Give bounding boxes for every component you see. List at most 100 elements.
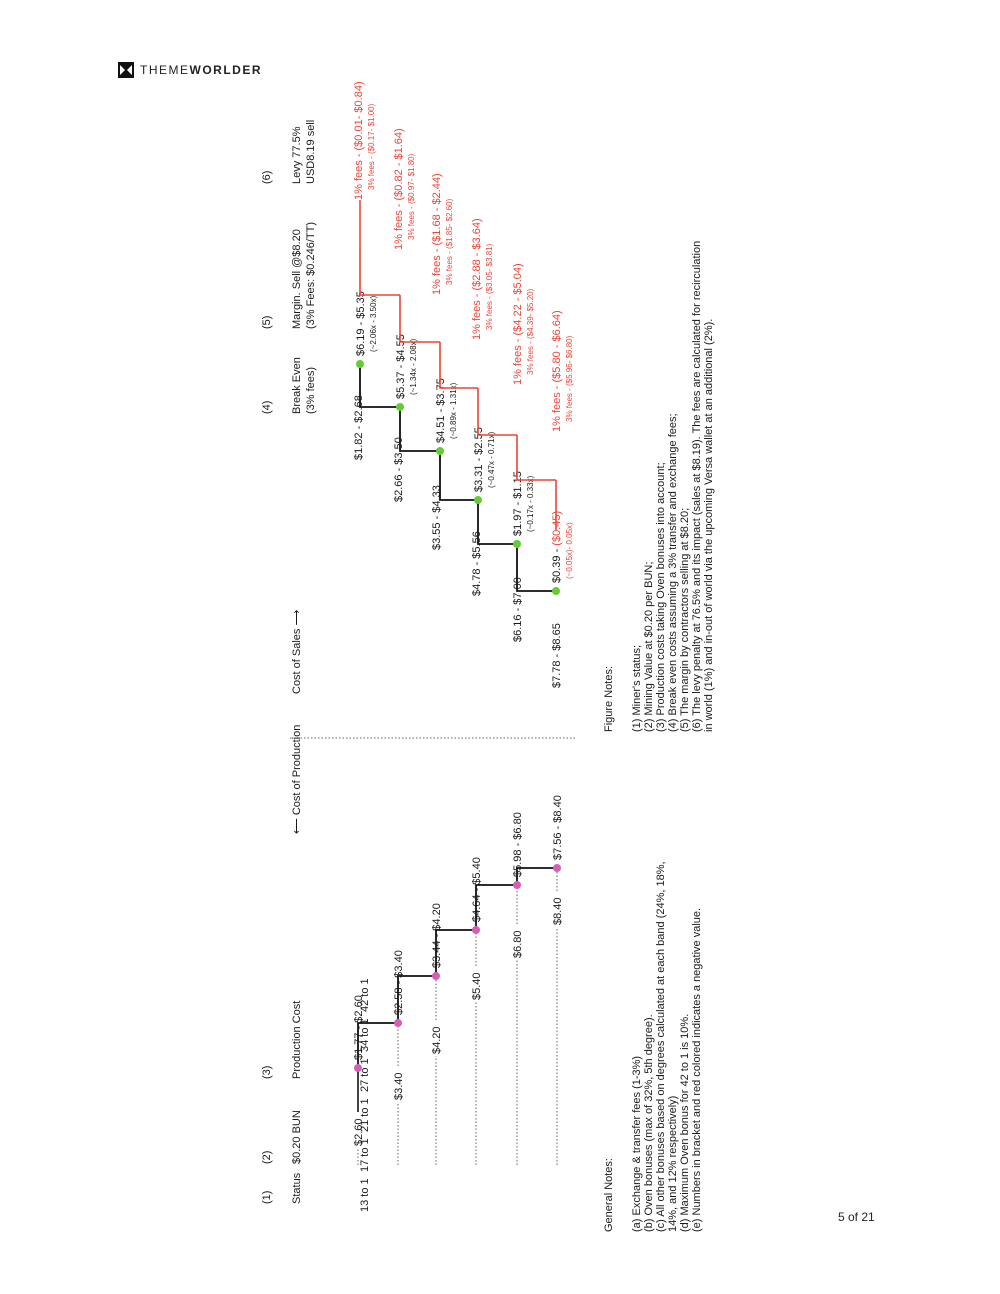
general-notes: General Notes: (a) Exchange & transfer fe… [603,861,703,1232]
column-label: (3% fees) [305,367,317,414]
status-row: 17 to 1 [359,1138,371,1172]
levy-3pct-label: 3% fees - ($1.85- $2.60) [445,198,454,285]
margin-negative: ($0.45) [551,511,563,546]
status-label: 13 to 1 [359,1178,371,1212]
production-cost-label: $5.98 - $6.80 [512,812,524,877]
margin-label: $0.39 - ($0.45) [551,511,563,583]
break-even-label: $1.82 - $2.68 [353,395,365,460]
sales-step-line [439,451,478,501]
margin-label: $3.31 - $2.55 [473,427,485,492]
production-point [553,864,561,872]
margin-point [513,540,521,548]
levy-1pct-label: 1% fees - ($1.68 - $2.44) [431,173,443,295]
column-header-6: (6) Levy 77.5% USD8.19 sell [261,120,317,184]
production-step-line [397,975,436,1023]
rotated-content: (1) Status(2) $0.20 BUN(3) Production Cost(… [261,81,715,1232]
column-header-4: (4) Break Even (3% fees) [261,357,317,414]
margin-point [474,496,482,504]
figure-note-item: (3) Production costs taking Oven bonuses… [655,462,667,732]
margin-label: $4.51 - $3.75 [435,378,447,443]
bun-value: $5.40 [471,972,483,1000]
column-label: Margin. Sell @$8.20 [291,229,303,329]
levy-step-line [359,248,400,296]
status-row: 27 to 1 [359,1058,371,1092]
notes: General Notes: (a) Exchange & transfer fe… [603,241,715,1232]
cost-of-production-label: ⟵ Cost of Production [291,725,303,834]
figure-note-item: (1) Miner's status; [631,645,643,732]
figure-note-item: (4) Break even costs assuming a 3% trans… [667,413,679,732]
bun-value: $4.20 [431,1026,443,1054]
cost-of-sales-label: Cost of Sales ⟶ [291,610,303,694]
levy-1pct-label: 1% fees - ($0.82 - $1.64) [393,128,405,250]
column-label: Levy 77.5% [291,126,303,184]
margin-multiplier: (~0.17x - 0.33x) [526,475,535,532]
figure-note-item: in world (1%) and in-out of world via th… [703,319,715,732]
general-note-item: (d) Maximum Oven bonus for 42 to 1 is 10… [679,1014,691,1232]
bun-value: $8.40 [552,897,564,925]
status-row: 21 to 1 [359,1098,371,1132]
figure-notes-title: Figure Notes: [603,666,615,732]
margin-label: $5.37 - $4.55 [395,334,407,399]
figure-notes: Figure Notes: (1) Miner's status; (2) Mini… [603,241,715,732]
column-label: (3% Fees: $0.246/TT) [305,222,317,329]
break-even-label: $3.55 - $4.33 [431,485,443,550]
column-number: (6) [261,171,273,184]
general-note-item: (c) All other bonuses based on degrees c… [655,861,667,1232]
levy-3pct-label: 3% fees - ($0.17- $1.00) [367,103,376,190]
margin-multiplier: (~0.05x)- 0.05x) [565,522,574,579]
status-label: 27 to 1 [359,1058,371,1092]
break-even-label: $6.16 - $7.00 [512,577,524,642]
margin-positive: $0.39 - [551,546,563,583]
general-note-item: (b) Oven bonuses (max of 32%, 5th degree… [643,1014,655,1232]
break-even-label: $7.78 - $8.65 [551,623,563,688]
sales-step-line [477,500,517,545]
break-even-label: $2.66 - $3.50 [393,437,405,502]
margin-multiplier: (~0.47x - 0.71x) [487,431,496,488]
production-point [394,1019,402,1027]
figure-note-item: (5) The margin by contractors selling at… [679,508,691,732]
column-label: Break Even [291,357,303,414]
status-label: 17 to 1 [359,1138,371,1172]
status-row: 13 to 1 [359,1178,371,1212]
production-point [472,926,480,934]
levy-step-line [439,342,478,389]
general-note-item: 14%, and 12% respectively) [667,1096,679,1232]
logo-mark-icon [118,62,134,78]
bun-value: $3.40 [393,1072,405,1100]
levy-1pct-label: 1% fees - ($5.80 - $6.64) [551,310,563,432]
margin-point [356,360,364,368]
bun-value: $2.60 [353,1118,365,1146]
levy-3pct-label: 3% fees - ($0.97- $1.80) [407,153,416,240]
column-number: (5) [261,316,273,329]
column-header-1: (1) Status [261,1172,303,1204]
production-point [513,881,521,889]
column-label: $0.20 BUN [291,1110,303,1164]
levy-3pct-label: 3% fees - ($4.39- $5.20) [526,288,535,375]
production-cost-label: $4.64 - $5.40 [471,857,483,922]
levy-step-line [399,295,440,343]
production-step-line [357,1022,398,1068]
production-point [354,1064,362,1072]
logo-text: THEMEWORLDER [140,63,262,77]
column-header-2: (2) $0.20 BUN [261,1110,303,1164]
levy-3pct-label: 3% fees - ($3.05- $3.81) [485,243,494,330]
column-headers: (1) Status(2) $0.20 BUN(3) Production Cost(… [261,120,317,1204]
break-even-label: $4.78 - $5.56 [471,531,483,596]
status-label: 42 to 1 [359,978,371,1012]
column-label: Status [291,1172,303,1204]
margin-point [396,403,404,411]
margin-point [436,447,444,455]
margin-point [552,587,560,595]
levy-1pct-label: 1% fees - ($4.22 - $5.04) [512,263,524,385]
column-number: (2) [261,1151,273,1164]
levy-3pct-label: 3% fees - ($5.96- $6.80) [565,335,574,422]
levy-staircase: 1% fees - ($0.01- $0.84) 3% fees - ($0.17… [353,81,574,530]
column-header-5: (5) Margin. Sell @$8.20 (3% Fees: $0.246/T… [261,222,317,329]
column-label: USD8.19 sell [305,120,317,184]
margin-multiplier: (~1.34x - 2.08x) [409,338,418,395]
production-cost-label: $7.56 - $8.40 [552,795,564,860]
status-label: 21 to 1 [359,1098,371,1132]
column-number: (4) [261,401,273,414]
sales-step-line [359,364,400,408]
